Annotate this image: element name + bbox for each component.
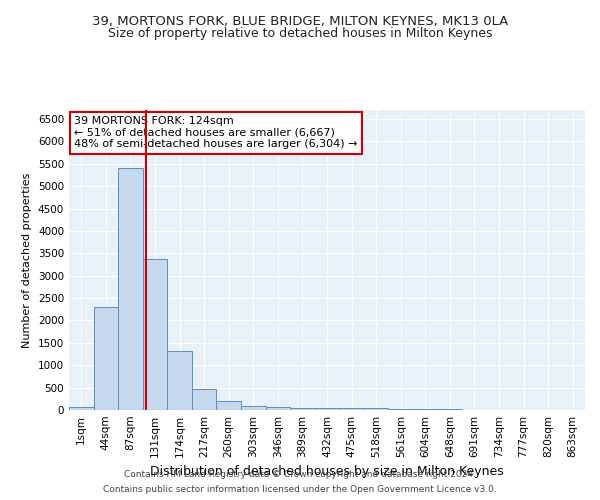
Bar (315, 408, 339, 410)
Text: Contains HM Land Registry data © Crown copyright and database right 2024.: Contains HM Land Registry data © Crown c… (124, 470, 476, 479)
Bar (290, 408, 315, 410)
Bar (143, 258, 167, 410)
Bar (167, 351, 192, 410)
Bar (217, 401, 241, 410)
Bar (94, 307, 118, 410)
Bar (192, 388, 217, 410)
X-axis label: Distribution of detached houses by size in Milton Keynes: Distribution of detached houses by size … (150, 466, 504, 478)
Bar (241, 406, 266, 410)
Y-axis label: Number of detached properties: Number of detached properties (22, 172, 32, 348)
Text: Contains public sector information licensed under the Open Government Licence v3: Contains public sector information licen… (103, 485, 497, 494)
Text: 39 MORTONS FORK: 124sqm
← 51% of detached houses are smaller (6,667)
48% of semi: 39 MORTONS FORK: 124sqm ← 51% of detache… (74, 116, 358, 149)
Bar (118, 168, 143, 410)
Bar (69, 406, 94, 410)
Text: 39, MORTONS FORK, BLUE BRIDGE, MILTON KEYNES, MK13 0LA: 39, MORTONS FORK, BLUE BRIDGE, MILTON KE… (92, 15, 508, 28)
Bar (364, 408, 388, 410)
Bar (388, 409, 413, 410)
Bar (339, 408, 364, 410)
Bar (266, 406, 290, 410)
Text: Size of property relative to detached houses in Milton Keynes: Size of property relative to detached ho… (108, 28, 492, 40)
